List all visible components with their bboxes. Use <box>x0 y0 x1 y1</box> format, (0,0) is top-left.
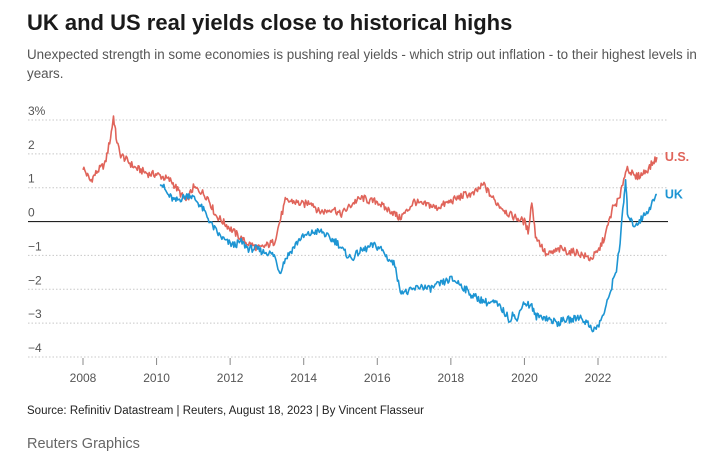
x-tick-label: 2022 <box>585 371 612 385</box>
x-tick-label: 2010 <box>143 371 170 385</box>
y-tick-label: 3% <box>28 104 46 118</box>
chart-subtitle: Unexpected strength in some economies is… <box>27 47 697 81</box>
y-tick-label: −3 <box>28 307 42 321</box>
x-tick-label: 2014 <box>290 371 317 385</box>
x-tick-label: 2020 <box>511 371 538 385</box>
series-label-us: U.S. <box>665 150 689 164</box>
x-tick-label: 2018 <box>438 371 465 385</box>
source-note: Source: Refinitiv Datastream | Reuters, … <box>27 405 424 417</box>
brand-logo-text: Reuters Graphics <box>27 436 140 452</box>
label-layer: 3% 2 1 0 −1 −2 −3 −4 2008 2010 2012 2014 2016 2018 202… <box>28 104 689 385</box>
y-tick-label: −4 <box>28 341 42 355</box>
series-line-us <box>82 115 658 262</box>
grid-layer <box>28 119 668 365</box>
x-tick-label: 2016 <box>364 371 391 385</box>
y-tick-label: −1 <box>28 239 42 253</box>
y-tick-label: −2 <box>28 273 42 287</box>
series-label-uk: UK <box>665 187 683 201</box>
y-tick-label: 0 <box>28 206 35 220</box>
line-chart: 3% 2 1 0 −1 −2 −3 −4 2008 2010 2012 2014 2016 2018 202… <box>28 104 689 385</box>
x-tick-label: 2012 <box>217 371 244 385</box>
x-tick-label: 2008 <box>70 371 97 385</box>
y-tick-label: 1 <box>28 172 35 186</box>
series-layer <box>82 115 658 333</box>
y-tick-label: 2 <box>28 138 35 152</box>
chart-title: UK and US real yields close to historica… <box>27 10 513 35</box>
series-line-uk <box>159 179 657 333</box>
